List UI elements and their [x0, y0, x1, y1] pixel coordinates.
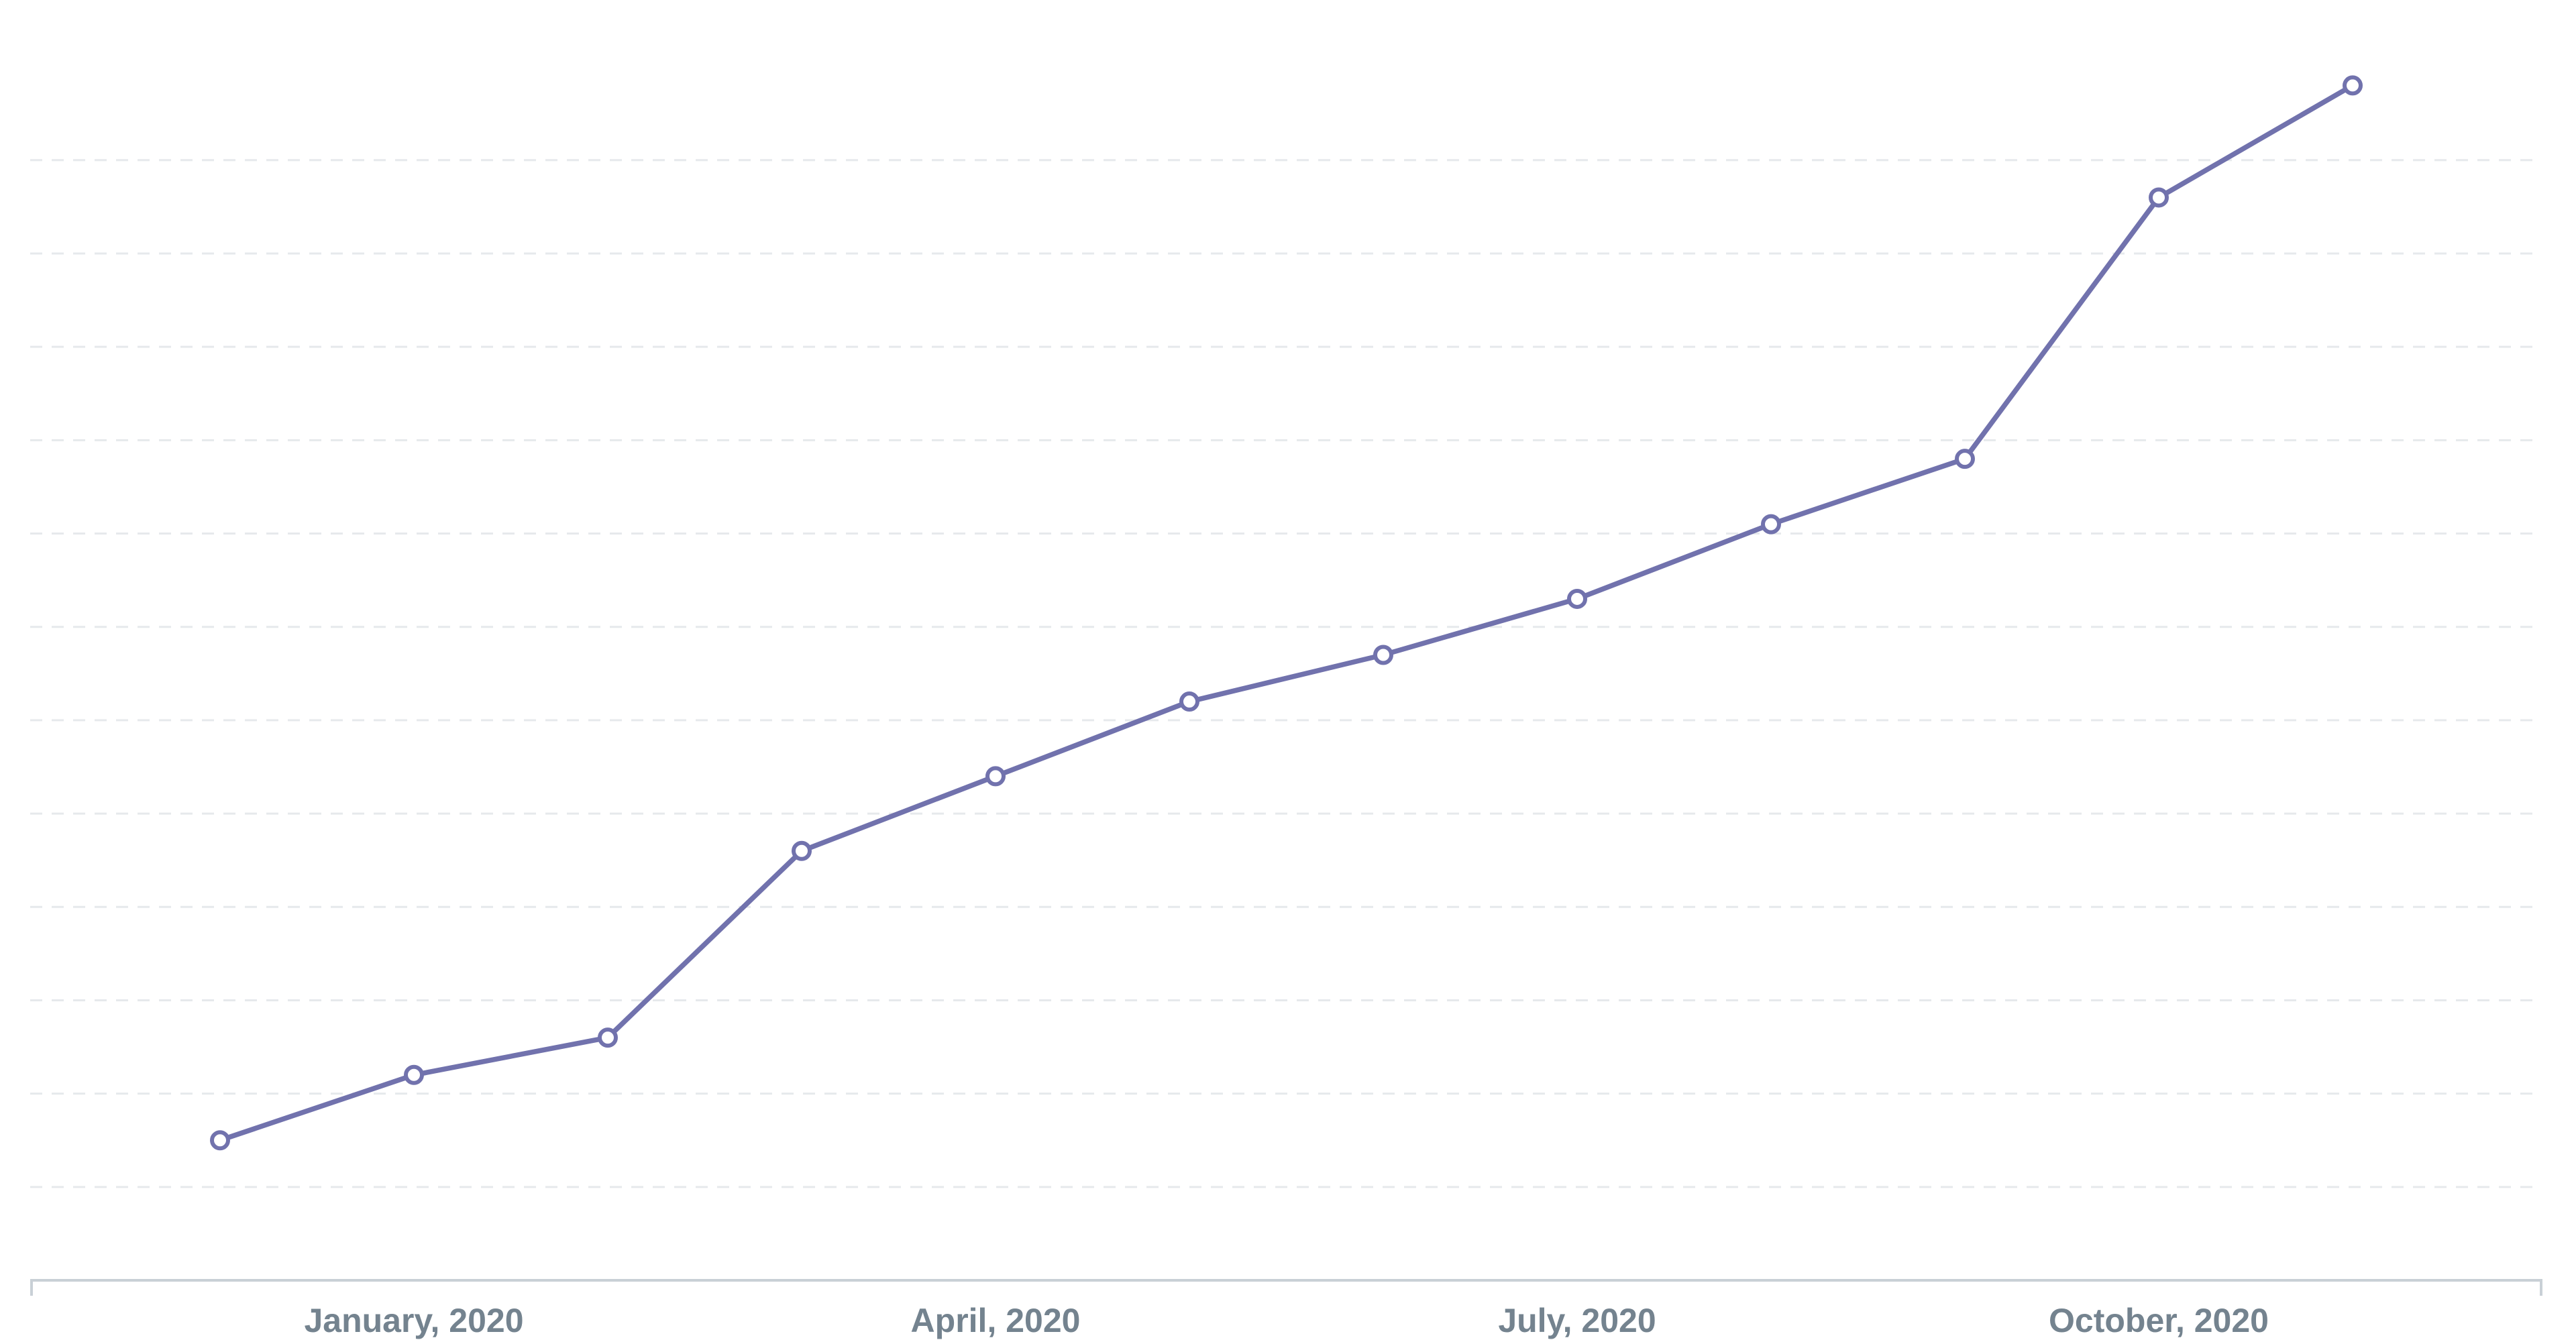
data-point	[2343, 75, 2363, 96]
x-tick-label: April, 2020	[911, 1302, 1081, 1339]
data-point	[1761, 514, 1781, 535]
data-point	[1567, 588, 1587, 609]
x-tick-label: January, 2020	[304, 1302, 523, 1339]
data-point	[1373, 645, 1393, 665]
x-tick-label: October, 2020	[2049, 1302, 2269, 1339]
data-point	[2149, 187, 2169, 208]
data-point	[598, 1027, 618, 1048]
data-point	[1179, 691, 1199, 712]
data-line	[219, 83, 2354, 1143]
data-point	[210, 1130, 230, 1151]
data-point	[792, 840, 812, 861]
data-point	[1955, 449, 1975, 469]
data-point	[404, 1064, 424, 1085]
x-tick-label: July, 2020	[1498, 1302, 1656, 1339]
data-point	[985, 766, 1006, 787]
